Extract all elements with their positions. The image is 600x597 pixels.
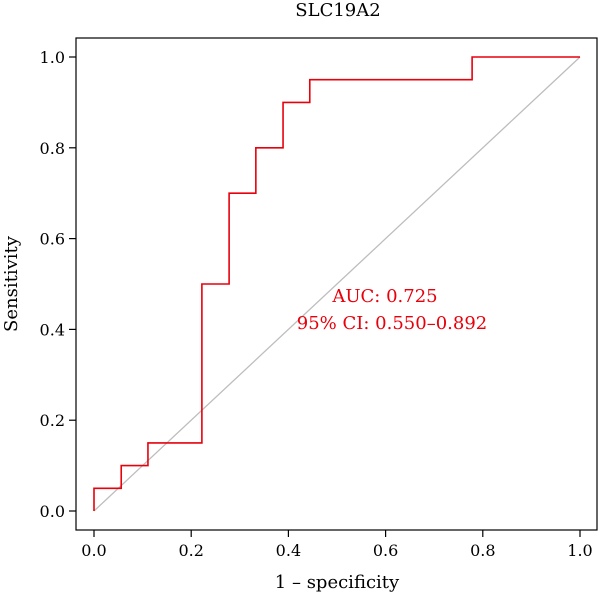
roc-curve-line [93, 56, 580, 511]
x-tick-label: 0.6 [373, 541, 398, 560]
x-tick-label: 0.8 [470, 541, 495, 560]
plot-frame [75, 37, 598, 531]
y-tick-label: 0.6 [40, 230, 65, 249]
chart-title: SLC19A2 [295, 0, 380, 21]
x-tick-label: 0.0 [81, 541, 106, 560]
reference-diagonal-line [93, 56, 581, 512]
series-layer [93, 56, 581, 512]
axis-ticks: 0.0 0.2 0.4 0.6 0.8 1.0 0.0 0.2 0.4 0.6 0.8 1.0 [40, 48, 593, 560]
y-tick-label: 0.8 [40, 139, 65, 158]
x-tick-label: 0.2 [178, 541, 203, 560]
x-axis-title: 1 – specificity [275, 572, 400, 593]
auc-annotation: AUC: 0.725 [331, 286, 437, 307]
y-tick-label: 0.2 [40, 411, 65, 430]
x-tick-label: 1.0 [567, 541, 592, 560]
y-tick-label: 0.4 [40, 320, 65, 339]
y-axis-title: Sensitivity [1, 235, 22, 332]
ci-annotation: 95% CI: 0.550–0.892 [297, 313, 487, 334]
x-tick-label: 0.4 [276, 541, 301, 560]
y-tick-label: 1.0 [40, 48, 65, 67]
y-tick-label: 0.0 [40, 502, 65, 521]
